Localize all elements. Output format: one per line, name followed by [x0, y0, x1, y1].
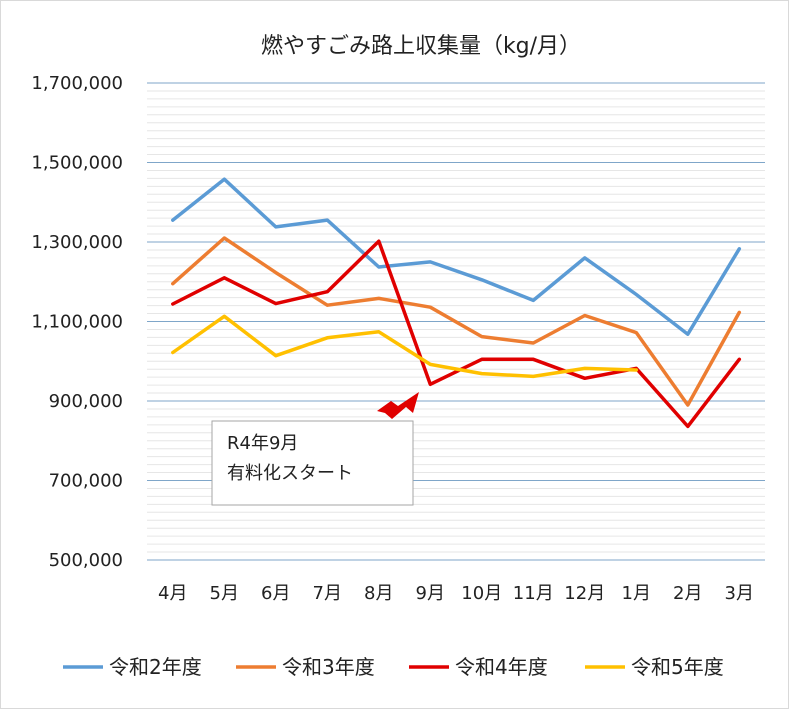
y-tick-label: 1,100,000: [31, 312, 123, 333]
y-tick-label: 500,000: [49, 550, 123, 571]
y-axis-ticks: 500,000 700,000 900,000 1,100,000 1,300,000 1…: [31, 73, 123, 571]
x-tick-label: 3月: [725, 583, 754, 604]
y-tick-label: 900,000: [49, 391, 123, 412]
y-tick-label: 1,500,000: [31, 153, 123, 174]
x-tick-label: 12月: [564, 583, 605, 604]
annotation-arrow: [377, 392, 419, 419]
series-line: [171, 236, 742, 407]
y-tick-label: 1,300,000: [31, 232, 123, 253]
series-line: [171, 239, 742, 429]
x-tick-label: 4月: [158, 583, 187, 604]
x-tick-label: 2月: [673, 583, 702, 604]
x-tick-label: 9月: [416, 583, 445, 604]
x-tick-label: 5月: [210, 583, 239, 604]
x-tick-label: 1月: [622, 583, 651, 604]
legend-label: 令和3年度: [282, 655, 375, 679]
series-line: [171, 177, 742, 336]
series-line: [171, 314, 639, 379]
x-tick-label: 8月: [364, 583, 393, 604]
series-layer: [171, 177, 742, 429]
legend-label: 令和4年度: [455, 655, 548, 679]
annotation-box: [211, 420, 414, 506]
legend: 令和2年度 令和3年度 令和4年度 令和5年度: [63, 655, 724, 679]
legend-label: 令和5年度: [631, 655, 724, 679]
annotation-line-2: 有料化スタート: [227, 463, 353, 484]
x-tick-label: 7月: [313, 583, 342, 604]
y-tick-label: 700,000: [49, 471, 123, 492]
annotation: R4年9月 有料化スタート: [211, 392, 419, 506]
annotation-line-1: R4年9月: [227, 433, 298, 454]
x-tick-label: 11月: [513, 583, 554, 604]
x-axis-ticks: 4月 5月 6月 7月 8月 9月 10月 11月 12月 1月 2月 3月: [158, 583, 754, 604]
legend-label: 令和2年度: [109, 655, 202, 679]
chart-title: 燃やすごみ路上収集量（kg/月）: [261, 34, 581, 59]
x-tick-label: 6月: [261, 583, 290, 604]
y-tick-label: 1,700,000: [31, 73, 123, 94]
x-tick-label: 10月: [461, 583, 502, 604]
